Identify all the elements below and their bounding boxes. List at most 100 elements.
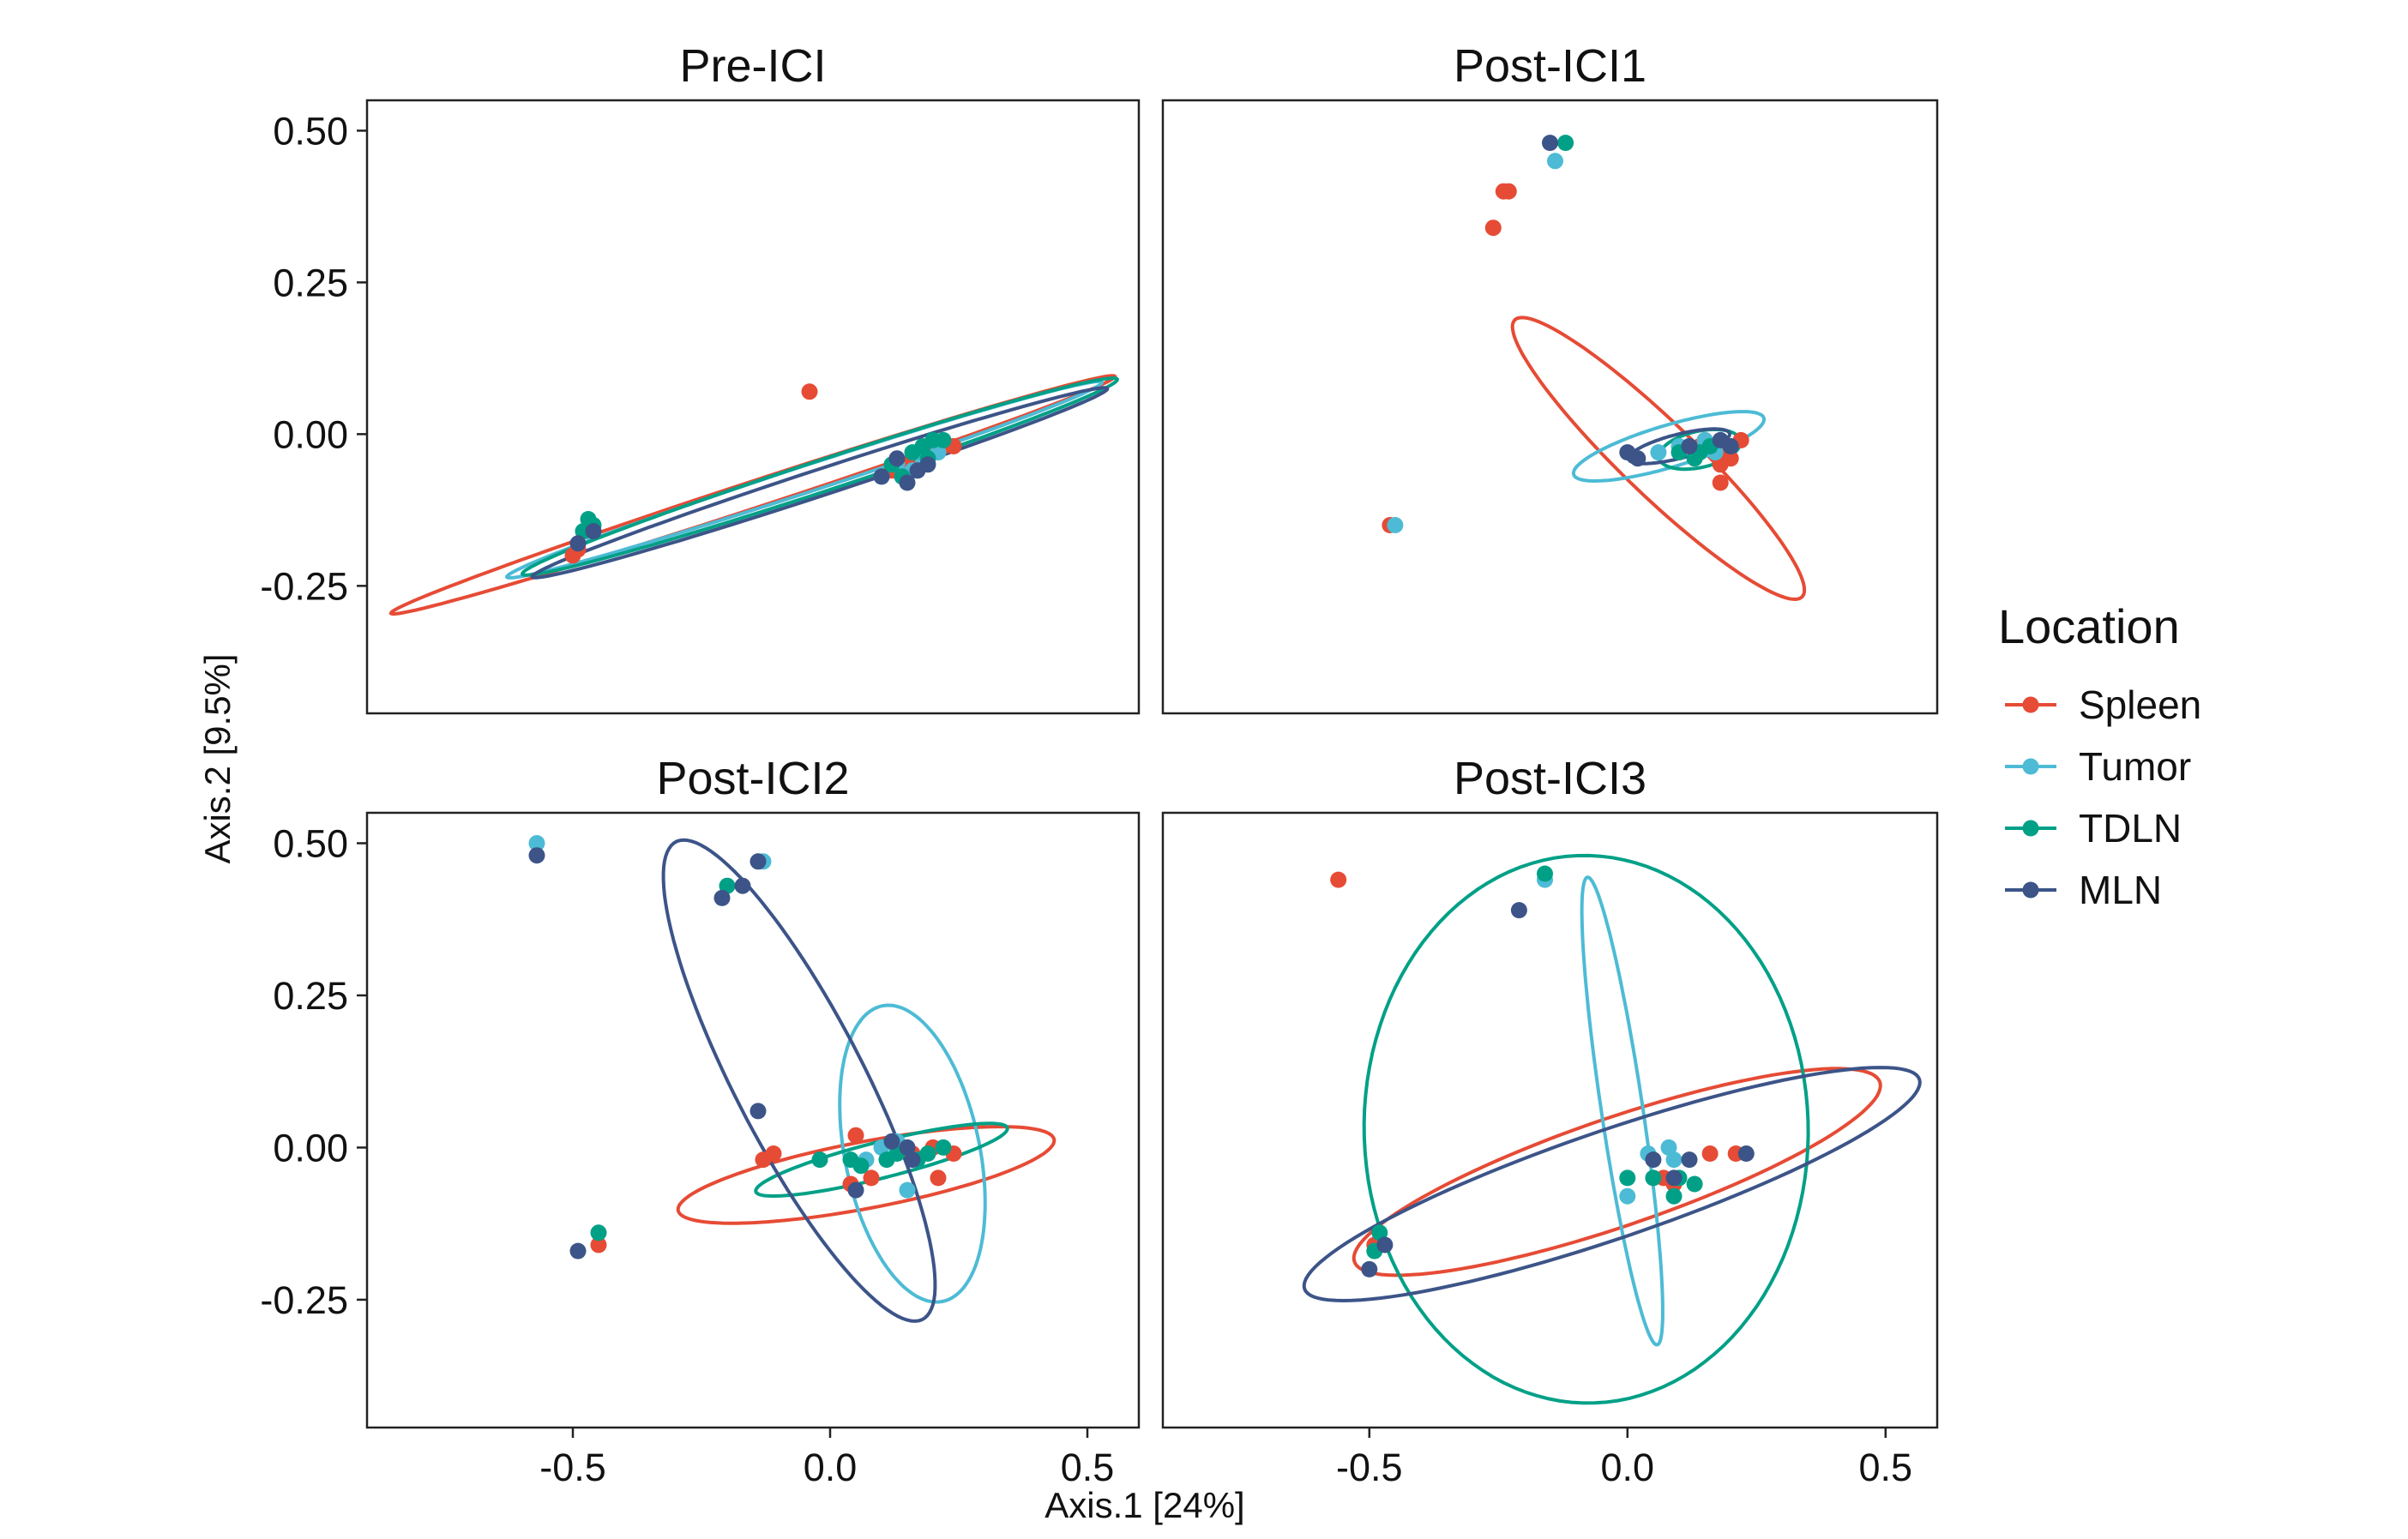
ellipse-tumor [1580,875,1665,1347]
legend-key-point [2022,881,2039,899]
point-mln [1681,1151,1698,1169]
y-tick-label: -0.25 [260,1278,348,1322]
point-spleen [765,1145,782,1162]
legend-label: MLN [2079,868,2162,912]
panel-frame [1161,811,1939,1429]
plot-area [1302,853,1922,1405]
panel-title: Post-ICI1 [1454,40,1646,92]
x-tick-label: -0.5 [539,1446,606,1489]
point-mln [873,468,890,485]
point-tdln [1619,1169,1636,1187]
point-tumor [1547,153,1563,170]
x-axis-title: Axis.1 [24%] [1044,1485,1244,1525]
panel-title: Post-ICI3 [1454,753,1646,804]
ellipse-mln [661,838,937,1323]
legend: Location Spleen Tumor TDLN MLN [1998,599,2201,912]
point-mln [1510,902,1527,919]
y-tick-label: -0.25 [260,564,348,608]
point-tdln [590,1224,607,1241]
point-spleen [590,1236,607,1253]
y-tick-label: 0.25 [273,974,348,1018]
ellipse-spleen [1351,1067,1882,1277]
ellipse-spleen [676,1125,1057,1225]
point-spleen [863,1169,880,1187]
point-mln [585,523,602,540]
point-tdln [811,1151,828,1169]
point-spleen [1701,1145,1719,1162]
point-spleen [930,1169,947,1187]
panel-3: Post-ICI2 0.50 0.25 0.00 -0.25 -0.5 0.0 0.5 [260,753,1141,1489]
y-tick-label: 0.25 [273,261,348,304]
plot-area [388,374,1120,616]
ellipse-tdln [1362,853,1810,1405]
panel-title: Post-ICI2 [656,753,849,804]
plot-area [1382,135,1807,602]
x-tick-label: -0.5 [1336,1446,1403,1489]
point-tdln [1686,450,1703,467]
point-spleen [801,383,818,400]
legend-key-point [2022,758,2039,775]
point-mln [888,450,906,467]
ellipse-tdln [520,376,1120,577]
y-axis-title: Axis.2 [9.5%] [197,653,238,863]
legend-item-mln: MLN [2005,868,2162,912]
x-tick-label: 0.5 [1061,1446,1115,1489]
point-tdln [1645,1169,1662,1187]
y-tick-label: 0.00 [273,412,348,456]
legend-label: TDLN [2079,806,2182,851]
point-tdln [935,431,952,448]
point-tumor [528,835,545,851]
panel-frame [1161,99,1939,715]
ellipse-mln [1302,1066,1922,1303]
panel-4: Post-ICI3 -0.5 0.0 0.5 [1161,753,1939,1489]
ellipse-tumor [838,1003,987,1304]
point-tumor [1387,517,1404,533]
point-tumor [1650,444,1667,461]
point-spleen [1500,183,1517,200]
point-tdln [1537,865,1553,882]
point-mln [749,1103,767,1120]
point-mln [847,1181,864,1199]
facet-panels: Pre-ICI 0.50 0.25 0.00 -0.25 Post-ICI1 Post-IC… [260,40,1939,1489]
point-mln [1361,1260,1378,1277]
point-tdln [919,1145,936,1162]
point-mln [1722,438,1739,454]
point-mln [734,877,751,894]
legend-label: Tumor [2079,744,2191,789]
point-spleen [1484,219,1502,237]
point-tdln [935,1139,952,1156]
point-mln [904,1151,921,1169]
plot-area [528,835,1057,1323]
point-mln [569,1242,587,1259]
point-mln [528,847,545,864]
panel-title: Pre-ICI [679,40,826,92]
point-spleen [847,1127,864,1144]
panel-frame [365,811,1141,1429]
legend-label: Spleen [2079,682,2201,727]
point-mln [1645,1151,1662,1169]
point-spleen [1722,450,1739,467]
point-mln [749,853,767,870]
x-tick-label: 0.0 [1601,1446,1655,1489]
point-mln [899,474,916,491]
point-mln [569,535,587,552]
point-spleen [1330,871,1347,888]
point-mln [713,889,731,906]
legend-item-tumor: Tumor [2005,744,2191,789]
point-mln [899,1139,916,1156]
point-tdln [1557,135,1574,152]
point-tdln [719,877,736,894]
point-mln [1376,1236,1394,1253]
point-mln [1737,1145,1755,1162]
x-tick-label: 0.0 [804,1446,858,1489]
ellipse-mln [530,386,1110,580]
point-spleen [1712,474,1729,491]
point-tdln [904,444,921,461]
point-tdln [1665,1187,1683,1205]
legend-item-spleen: Spleen [2005,682,2201,727]
legend-key-point [2022,696,2039,713]
point-tumor [1619,1187,1636,1205]
point-mln [883,1133,900,1150]
panel-2: Post-ICI1 [1161,40,1939,715]
